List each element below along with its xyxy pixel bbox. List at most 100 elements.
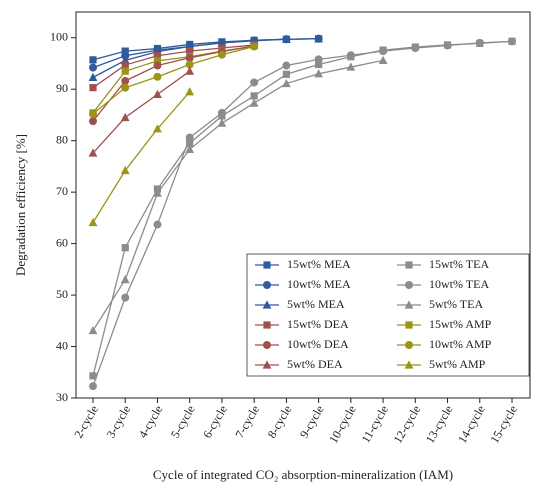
- legend-label: 5wt% TEA: [429, 297, 483, 311]
- x-tick-label: 13-cycle: [423, 403, 456, 446]
- y-tick-label: 30: [56, 390, 68, 404]
- legend-marker: [263, 341, 271, 349]
- legend-marker: [405, 261, 413, 269]
- data-point: [121, 244, 129, 252]
- legend-label: 15wt% DEA: [287, 317, 349, 331]
- legend-label: 5wt% AMP: [429, 357, 486, 371]
- data-point: [250, 92, 258, 100]
- data-point: [217, 108, 226, 117]
- data-point: [475, 38, 484, 47]
- x-tick-label: 4-cycle: [136, 403, 166, 441]
- data-point: [185, 53, 194, 62]
- x-tick-label: 12-cycle: [391, 403, 424, 446]
- data-point: [121, 76, 130, 85]
- y-tick-label: 50: [56, 287, 68, 301]
- series-line: [92, 40, 513, 387]
- data-point: [121, 61, 129, 69]
- legend-label: 10wt% TEA: [429, 277, 489, 291]
- data-point: [250, 42, 259, 51]
- data-point: [217, 118, 227, 127]
- data-point: [153, 72, 162, 81]
- data-point: [153, 57, 162, 65]
- series-line: [92, 45, 255, 114]
- legend-label: 5wt% MEA: [287, 297, 345, 311]
- data-point: [314, 34, 324, 43]
- data-point: [185, 60, 194, 69]
- x-tick-label: 10-cycle: [326, 403, 359, 446]
- data-point: [121, 83, 130, 92]
- data-point: [89, 56, 97, 64]
- x-tick-label: 5-cycle: [168, 403, 198, 441]
- x-tick-label: 8-cycle: [265, 403, 295, 441]
- data-point: [314, 55, 323, 64]
- data-point: [282, 70, 290, 78]
- legend-marker: [405, 321, 413, 329]
- data-point: [281, 78, 291, 88]
- data-point: [185, 133, 194, 142]
- legend-marker: [263, 261, 271, 269]
- y-tick-label: 80: [56, 132, 68, 146]
- data-point: [217, 50, 226, 59]
- legend-label: 10wt% DEA: [287, 337, 349, 351]
- data-point: [120, 165, 130, 175]
- y-tick-label: 90: [56, 81, 68, 95]
- legend-label: 10wt% AMP: [429, 337, 492, 351]
- data-point: [315, 60, 323, 69]
- data-point: [185, 66, 195, 75]
- x-tick-label: 6-cycle: [200, 403, 230, 441]
- legend-marker: [405, 281, 413, 289]
- legend-box: [246, 253, 530, 377]
- x-tick-label: 3-cycle: [103, 403, 133, 441]
- data-point: [89, 382, 97, 391]
- data-point: [120, 275, 130, 284]
- legend-marker: [262, 360, 272, 369]
- data-point: [121, 47, 129, 55]
- data-point: [89, 117, 97, 126]
- series-line: [92, 45, 255, 115]
- data-point: [153, 61, 162, 70]
- data-point: [153, 52, 162, 60]
- data-point: [185, 144, 195, 154]
- data-point: [346, 62, 356, 71]
- data-point: [89, 372, 97, 380]
- data-point: [378, 55, 388, 64]
- y-tick-label: 60: [56, 235, 68, 249]
- data-point: [281, 34, 291, 43]
- data-point: [121, 51, 130, 60]
- y-tick-label: 100: [50, 29, 68, 43]
- series-line: [92, 91, 191, 223]
- data-point: [508, 37, 516, 46]
- legend-label: 15wt% TEA: [429, 257, 489, 271]
- legend-marker: [262, 300, 272, 309]
- y-tick-label: 40: [56, 338, 68, 352]
- x-tick-label: 14-cycle: [455, 403, 488, 446]
- legend-marker: [404, 300, 414, 309]
- data-point: [89, 109, 97, 118]
- data-point: [314, 69, 324, 78]
- x-tick-label: 11-cycle: [358, 403, 391, 445]
- data-point: [379, 47, 388, 56]
- legend-marker: [263, 281, 271, 289]
- data-point: [153, 89, 162, 98]
- data-point: [121, 67, 129, 75]
- data-point: [250, 78, 259, 87]
- y-tick-label: 70: [56, 184, 68, 198]
- x-tick-label: 2-cycle: [71, 403, 101, 441]
- legend-label: 15wt% MEA: [287, 257, 351, 271]
- data-point: [346, 51, 355, 60]
- data-point: [443, 41, 452, 50]
- legend-marker: [263, 321, 271, 329]
- data-point: [411, 44, 420, 53]
- x-axis-title: Cycle of integrated CO₂ absorption-miner…: [153, 467, 453, 482]
- legend-label: 10wt% MEA: [287, 277, 351, 291]
- data-point: [88, 325, 98, 335]
- data-point: [153, 188, 162, 197]
- data-point: [88, 148, 98, 157]
- y-axis-title: Degradation efficiency [%]: [13, 134, 28, 276]
- x-tick-label: 15-cycle: [487, 403, 520, 446]
- series-line: [92, 70, 191, 154]
- data-point: [153, 124, 162, 133]
- data-point: [120, 112, 130, 122]
- data-point: [88, 217, 98, 227]
